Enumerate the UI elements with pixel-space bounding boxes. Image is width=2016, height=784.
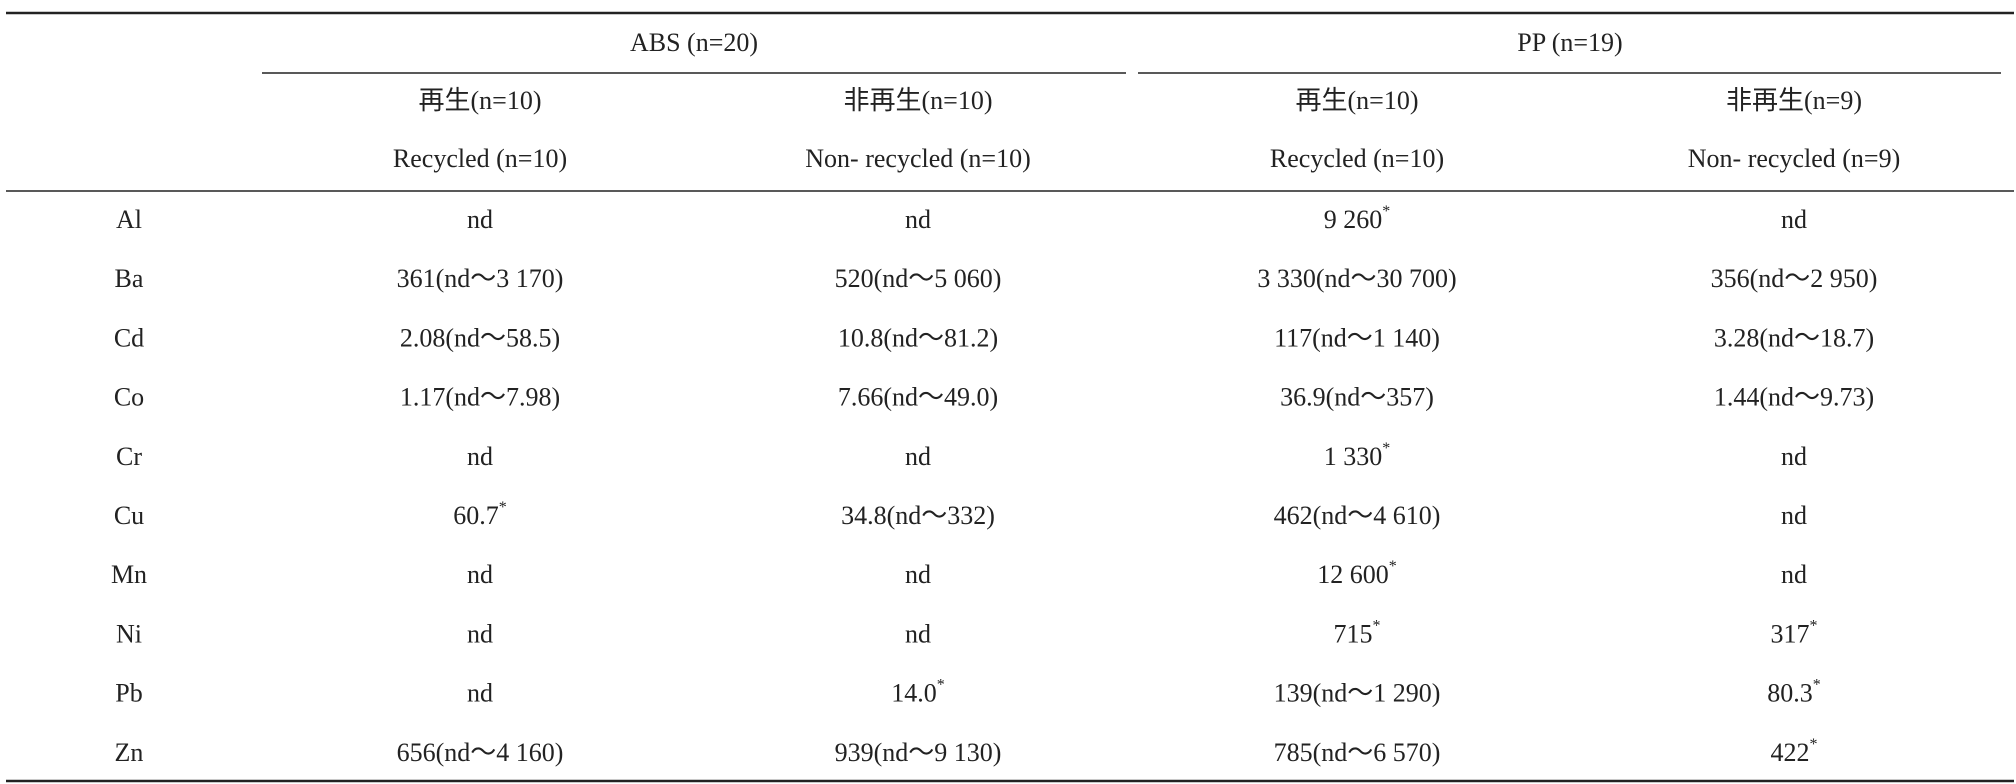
cell-value: 1 330: [1324, 442, 1383, 471]
row-label: Cu: [114, 501, 144, 530]
cell: 36.9(nd～357): [1280, 383, 1434, 412]
cell: 715*: [1334, 617, 1381, 648]
cell: 422*: [1771, 735, 1818, 766]
cell-value: 60.7: [453, 501, 499, 530]
cell: 3.28(nd～18.7): [1714, 323, 1874, 352]
cell-value: 80.3: [1767, 679, 1813, 708]
cell: nd: [1781, 205, 1807, 234]
cell: nd: [1781, 501, 1807, 530]
cell: nd: [1781, 560, 1807, 589]
cell: 60.7*: [453, 499, 507, 530]
sub-header-en: Non- recycled (n=10): [805, 144, 1030, 173]
cell: nd: [467, 560, 493, 589]
row-label: Ni: [116, 619, 142, 648]
sub-header-cn: 非再生(n=10): [844, 86, 993, 115]
cell-note: *: [1810, 617, 1818, 634]
cell: 14.0*: [891, 676, 945, 707]
cell: 12 600*: [1317, 558, 1397, 589]
row-label: Zn: [115, 738, 144, 767]
cell-note: *: [1813, 676, 1821, 693]
cell: 80.3*: [1767, 676, 1821, 707]
group-header: ABS (n=20): [630, 28, 758, 57]
cell-note: *: [937, 676, 945, 693]
cell: 10.8(nd～81.2): [838, 323, 998, 352]
cell: nd: [905, 205, 931, 234]
cell: 2.08(nd～58.5): [400, 323, 560, 352]
cell: 656(nd～4 160): [397, 738, 564, 767]
cell: nd: [467, 679, 493, 708]
cell: 139(nd～1 290): [1274, 679, 1441, 708]
cell-value: 9 260: [1324, 205, 1383, 234]
cell: 1.44(nd～9.73): [1714, 383, 1874, 412]
sub-header-cn: 非再生(n=9): [1726, 86, 1862, 115]
cell: 939(nd～9 130): [835, 738, 1002, 767]
cell-note: *: [1389, 558, 1397, 575]
cell-value: 422: [1771, 738, 1810, 767]
cell: 1.17(nd～7.98): [400, 383, 560, 412]
cell: 356(nd～2 950): [1711, 264, 1878, 293]
row-label: Al: [116, 205, 142, 234]
cell-note: *: [1810, 735, 1818, 752]
sub-header-cn: 再生(n=10): [1296, 86, 1419, 115]
cell: 1 330*: [1324, 439, 1391, 470]
cell: 7.66(nd～49.0): [838, 383, 998, 412]
cell: nd: [905, 560, 931, 589]
row-label: Cd: [114, 323, 144, 352]
sub-header-en: Non- recycled (n=9): [1688, 144, 1900, 173]
cell-note: *: [1382, 203, 1390, 220]
cell: nd: [1781, 442, 1807, 471]
cell-note: *: [1382, 439, 1390, 456]
cell: nd: [905, 619, 931, 648]
cell: 317*: [1771, 617, 1818, 648]
sub-header-en: Recycled (n=10): [1270, 144, 1444, 173]
cell-note: *: [1373, 617, 1381, 634]
cell: 3 330(nd～30 700): [1257, 264, 1456, 293]
cell: nd: [467, 205, 493, 234]
row-label: Mn: [111, 560, 147, 589]
cell: 785(nd～6 570): [1274, 738, 1441, 767]
cell: 9 260*: [1324, 203, 1391, 234]
cell: 462(nd～4 610): [1274, 501, 1441, 530]
cell: 34.8(nd～332): [841, 501, 995, 530]
cell: 520(nd～5 060): [835, 264, 1002, 293]
cell-note: *: [499, 499, 507, 516]
cell: nd: [467, 442, 493, 471]
group-header: PP (n=19): [1517, 28, 1622, 57]
cell: 361(nd～3 170): [397, 264, 564, 293]
sub-header-cn: 再生(n=10): [419, 86, 542, 115]
row-label: Cr: [116, 442, 142, 471]
cell: nd: [467, 619, 493, 648]
row-label: Pb: [115, 679, 142, 708]
row-label: Ba: [115, 264, 144, 293]
cell: 117(nd～1 140): [1274, 323, 1440, 352]
cell-value: 317: [1771, 619, 1810, 648]
cell-value: 14.0: [891, 679, 937, 708]
cell-value: 12 600: [1317, 560, 1389, 589]
cell-value: 715: [1334, 619, 1373, 648]
cell: nd: [905, 442, 931, 471]
sub-header-en: Recycled (n=10): [393, 144, 567, 173]
row-label: Co: [114, 383, 144, 412]
